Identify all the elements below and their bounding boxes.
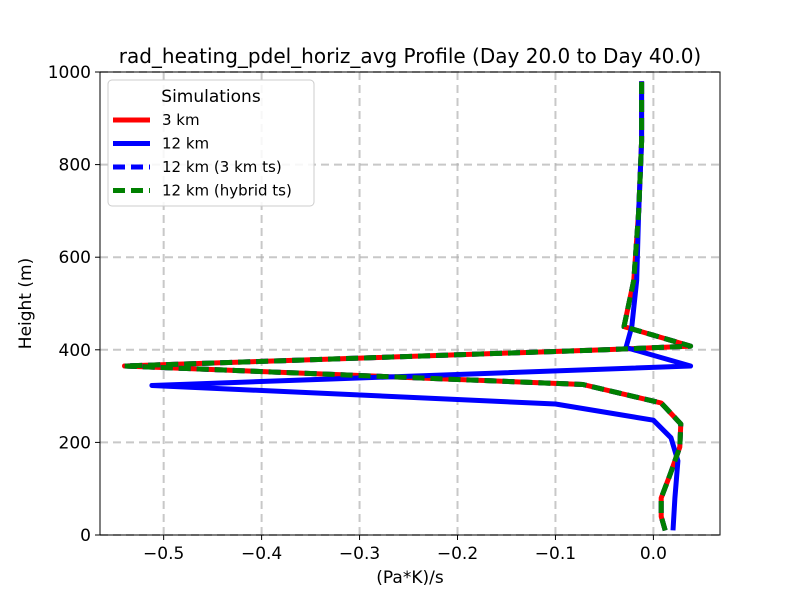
y-axis: 0 200 400 600 800 1000	[48, 63, 100, 546]
y-axis-label: Height (m)	[16, 258, 36, 349]
x-tick-label: −0.2	[437, 544, 478, 564]
legend-label-2: 12 km	[162, 135, 209, 153]
series-group	[122, 81, 694, 532]
x-tick-label: −0.5	[143, 544, 184, 564]
y-tick-label: 800	[59, 156, 91, 176]
x-tick-label: −0.1	[535, 544, 576, 564]
x-tick-label: −0.3	[339, 544, 380, 564]
legend: Simulations 3 km 12 km 12 km (3 km ts) 12 k…	[107, 79, 315, 207]
x-axis-label: (Pa*K)/s	[376, 568, 444, 588]
series-line-4	[122, 81, 694, 532]
legend-label-1: 3 km	[162, 111, 200, 129]
x-axis: −0.5 −0.4 −0.3 −0.2 −0.1 0.0	[143, 535, 667, 564]
y-tick-label: 600	[59, 248, 91, 268]
legend-box	[107, 79, 315, 207]
chart-title: rad_heating_pdel_horiz_avg Profile (Day …	[119, 44, 701, 68]
y-tick-label: 200	[59, 433, 91, 453]
legend-entries: 3 km 12 km 12 km (3 km ts) 12 km (hybrid ts…	[113, 111, 292, 200]
legend-label-4: 12 km (hybrid ts)	[162, 182, 292, 200]
legend-title: Simulations	[161, 87, 261, 107]
y-tick-label: 400	[59, 341, 91, 361]
x-tick-label: 0.0	[640, 544, 667, 564]
legend-label-3: 12 km (3 km ts)	[162, 158, 282, 176]
y-tick-label: 1000	[48, 63, 91, 83]
plot-frame	[99, 71, 721, 536]
x-tick-label: −0.4	[241, 544, 282, 564]
y-tick-label: 0	[80, 526, 91, 546]
